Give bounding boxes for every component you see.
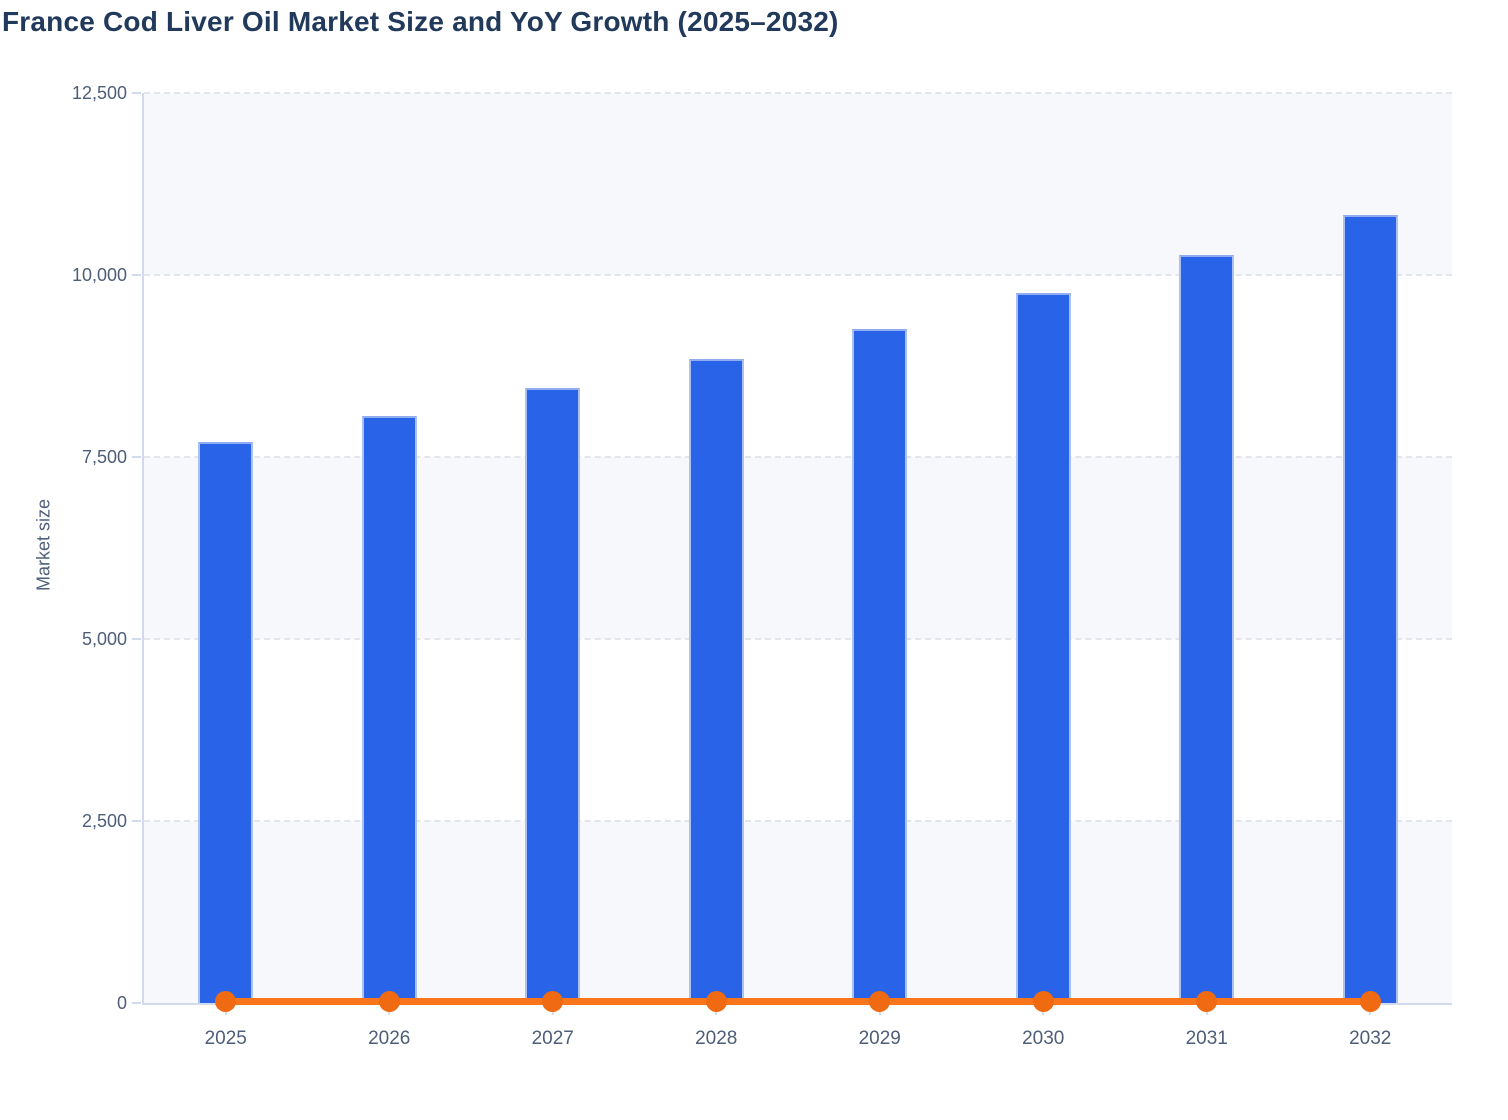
yoy-point-2025[interactable]: [215, 990, 237, 1012]
y-axis-line: [142, 93, 144, 1005]
x-axis-label-2027: 2027: [531, 1028, 574, 1049]
plot-band: [144, 821, 1452, 1003]
gridline: [144, 274, 1452, 276]
bar-2032[interactable]: [1342, 214, 1398, 1003]
y-tick-mark: [132, 820, 141, 822]
gridline: [144, 820, 1452, 822]
bar-2025[interactable]: [198, 442, 254, 1003]
y-tick-label: 10,000: [71, 265, 127, 285]
y-tick-mark: [132, 92, 141, 94]
yoy-point-2028[interactable]: [705, 990, 727, 1012]
chart-title: France Cod Liver Oil Market Size and YoY…: [2, 6, 839, 37]
gridline: [144, 92, 1452, 94]
yoy-point-2032[interactable]: [1359, 990, 1381, 1012]
x-axis-label-2031: 2031: [1185, 1028, 1228, 1049]
y-tick-mark: [132, 274, 141, 276]
yoy-point-2027[interactable]: [542, 990, 564, 1012]
y-tick-label: 7,500: [81, 447, 127, 467]
x-axis-label-2030: 2030: [1022, 1028, 1065, 1049]
bar-2031[interactable]: [1179, 254, 1235, 1003]
x-axis-label-2032: 2032: [1349, 1028, 1392, 1049]
y-tick-mark: [132, 638, 141, 640]
x-axis-label-2029: 2029: [858, 1028, 901, 1049]
plot-band: [144, 457, 1452, 639]
x-axis-label-2028: 2028: [695, 1028, 738, 1049]
bar-2029[interactable]: [852, 328, 908, 1003]
y-tick-label: 0: [116, 993, 127, 1013]
yoy-growth-line[interactable]: [225, 997, 1371, 1005]
bar-2026[interactable]: [361, 416, 417, 1003]
bar-2028[interactable]: [688, 359, 744, 1003]
x-axis-label-2025: 2025: [204, 1028, 247, 1049]
yoy-point-2030[interactable]: [1032, 990, 1054, 1012]
y-axis-title: Market size: [33, 498, 54, 592]
y-tick-label: 5,000: [81, 629, 127, 649]
yoy-point-2029[interactable]: [869, 990, 891, 1012]
yoy-point-2031[interactable]: [1196, 990, 1218, 1012]
x-axis-label-2026: 2026: [368, 1028, 411, 1049]
bar-2027[interactable]: [525, 387, 581, 1003]
y-tick-label: 12,500: [71, 83, 127, 103]
y-tick-label: 2,500: [81, 811, 127, 831]
plot-band: [144, 275, 1452, 457]
bar-2030[interactable]: [1015, 293, 1071, 1003]
y-tick-mark: [132, 1002, 141, 1004]
gridline: [144, 456, 1452, 458]
yoy-point-2026[interactable]: [378, 990, 400, 1012]
gridline: [144, 638, 1452, 640]
plot-band: [144, 93, 1452, 275]
plot-band: [144, 639, 1452, 821]
y-tick-mark: [132, 456, 141, 458]
